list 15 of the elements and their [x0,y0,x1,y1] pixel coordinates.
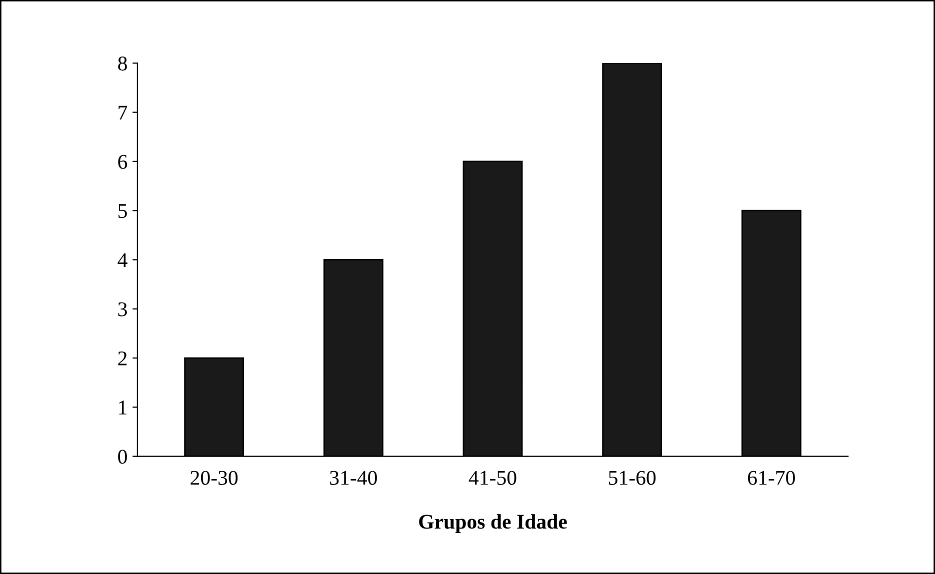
x-tick-label: 20-30 [190,470,238,485]
x-axis-title: Grupos de Idade [419,514,567,534]
y-tick-label: 1 [119,400,126,414]
y-tick-label: 8 [118,56,127,71]
y-tick-label: 4 [118,253,128,267]
y-tick-label: 7 [118,106,128,120]
y-tick-label: 6 [118,154,128,169]
y-tick-label: 5 [118,204,127,218]
y-tick-label: 0 [118,450,127,464]
x-tick-label: 61-70 [748,470,795,485]
x-tick-label: 51-60 [608,470,656,485]
x-tick-label: 41-50 [468,470,516,485]
y-tick-label: 2 [118,351,127,366]
y-tick-label: 3 [118,302,127,316]
x-tick-label: 31-40 [330,470,377,485]
